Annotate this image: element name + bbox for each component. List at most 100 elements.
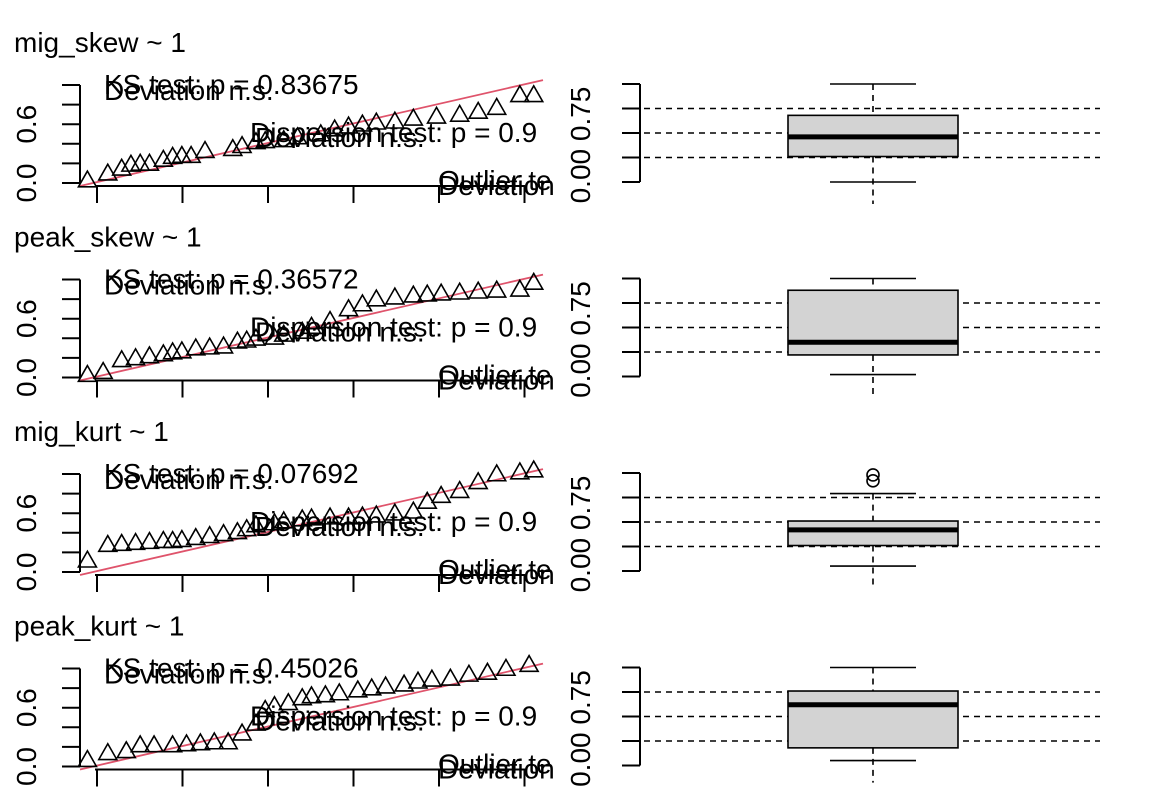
ks-deviation-label: Deviation n.s. (104, 464, 274, 495)
qq-point (111, 157, 133, 176)
qq-y-tick-label: 0.6 (11, 494, 42, 533)
qq-point (347, 679, 369, 698)
qq-point (402, 284, 424, 303)
dispersion-test-label: Dispersion test: p = 0.9 (250, 701, 537, 732)
panel-title: peak_kurt ~ 1 (14, 611, 184, 642)
qq-point (152, 148, 174, 168)
qq-point (185, 527, 207, 546)
dispersion-test-label: Dispersion test: p = 0.9 (250, 312, 537, 343)
qq-point (440, 667, 461, 686)
ks-test-label: KS test: p = 0.83675 (104, 69, 359, 100)
qq-point (213, 523, 234, 542)
qq-point (338, 298, 359, 317)
qq-point (111, 532, 133, 552)
diagnostic-panel-2: peak_skew ~ 10.00.6KS test: p = 0.36572D… (11, 222, 1100, 398)
dispersion-test-label: Dispersion test: p = 0.9 (250, 117, 537, 148)
qq-point (273, 510, 295, 529)
qq-point (426, 105, 447, 124)
qq-y-tick-label: 0.0 (11, 747, 42, 786)
qq-point (509, 278, 531, 297)
qq-point (171, 340, 193, 359)
qq-point (199, 525, 221, 544)
qq-point (509, 461, 531, 480)
qq-point (236, 518, 258, 537)
box-y-tick-label: 0.00 0.75 (565, 670, 596, 787)
qq-y-tick-label: 0.0 (11, 164, 42, 203)
qq-point (338, 506, 359, 525)
outlier-deviation-label: Deviation (438, 365, 555, 396)
qq-point (467, 280, 489, 299)
qq-point (199, 336, 221, 355)
qq-point (495, 657, 517, 677)
qq-point (301, 315, 322, 335)
qq-point (402, 500, 424, 519)
qq-point (97, 533, 119, 553)
qq-point (291, 320, 313, 339)
qq-point (375, 675, 396, 694)
qq-point (287, 126, 308, 145)
qq-point (171, 144, 193, 164)
qq-point (486, 96, 508, 116)
box-y-tick-label: 0.00 0.75 (565, 476, 596, 593)
qq-point (92, 361, 114, 380)
qq-point (213, 335, 234, 354)
qq-point (467, 471, 489, 490)
qq-point (77, 549, 98, 568)
qq-point (365, 504, 387, 523)
qq-point (190, 732, 211, 751)
qq-y-tick-label: 0.6 (11, 688, 42, 727)
qq-point (162, 530, 183, 549)
qq-point (352, 293, 373, 312)
box-outlier (866, 468, 880, 482)
qq-point (416, 490, 438, 509)
qq-y-tick-label: 0.0 (11, 358, 42, 397)
outlier-deviation-label: Deviation (438, 754, 555, 785)
qq-point (486, 463, 508, 482)
qq-point (319, 506, 341, 525)
qq-point (264, 326, 285, 345)
qq-point (222, 138, 244, 157)
qq-y-tick-label: 0.0 (11, 553, 42, 592)
qq-point (273, 323, 295, 342)
box-iqr (787, 690, 959, 749)
box-y-tick-label: 0.00 0.75 (565, 281, 596, 398)
dispersion-deviation-label: Deviation n.s. (255, 122, 425, 153)
qq-point (324, 118, 346, 137)
ks-deviation-label: Deviation n.s. (104, 659, 274, 690)
qq-point (129, 734, 151, 753)
qq-y-tick-label: 0.6 (11, 105, 42, 144)
qq-point (97, 742, 119, 761)
qq-point (217, 731, 239, 750)
qq-point (245, 712, 267, 731)
box-iqr (787, 520, 959, 547)
qq-point (143, 734, 165, 753)
outlier-test-label: Outlier te (438, 749, 552, 780)
qq-point (467, 100, 489, 120)
qq-point (171, 529, 193, 548)
qq-point (245, 327, 267, 346)
ks-test-label: KS test: p = 0.45026 (104, 653, 359, 684)
qq-point (421, 668, 443, 687)
qq-point (430, 484, 452, 504)
qq-point (97, 162, 119, 181)
qq-point (365, 111, 387, 130)
qq-point (384, 502, 406, 521)
qq-point (139, 345, 160, 364)
qq-point (301, 507, 322, 526)
qq-point (393, 673, 415, 692)
qq-point (203, 731, 225, 750)
qq-point (277, 692, 299, 711)
qq-point (477, 661, 498, 680)
qq-point (185, 337, 207, 356)
qq-point (139, 531, 160, 550)
dispersion-test-label: Dispersion test: p = 0.9 (250, 506, 537, 537)
qq-point (77, 363, 98, 383)
qq-point (352, 113, 373, 132)
outlier-test-label: Outlier te (438, 165, 552, 196)
dispersion-deviation-label: Deviation n.s. (255, 511, 425, 542)
qq-point (523, 459, 545, 478)
qq-point (227, 521, 248, 540)
qq-point (125, 347, 146, 366)
diagnostic-panel-1: mig_skew ~ 10.00.6KS test: p = 0.83675De… (11, 27, 1100, 204)
ks-deviation-label: Deviation n.s. (104, 270, 274, 301)
